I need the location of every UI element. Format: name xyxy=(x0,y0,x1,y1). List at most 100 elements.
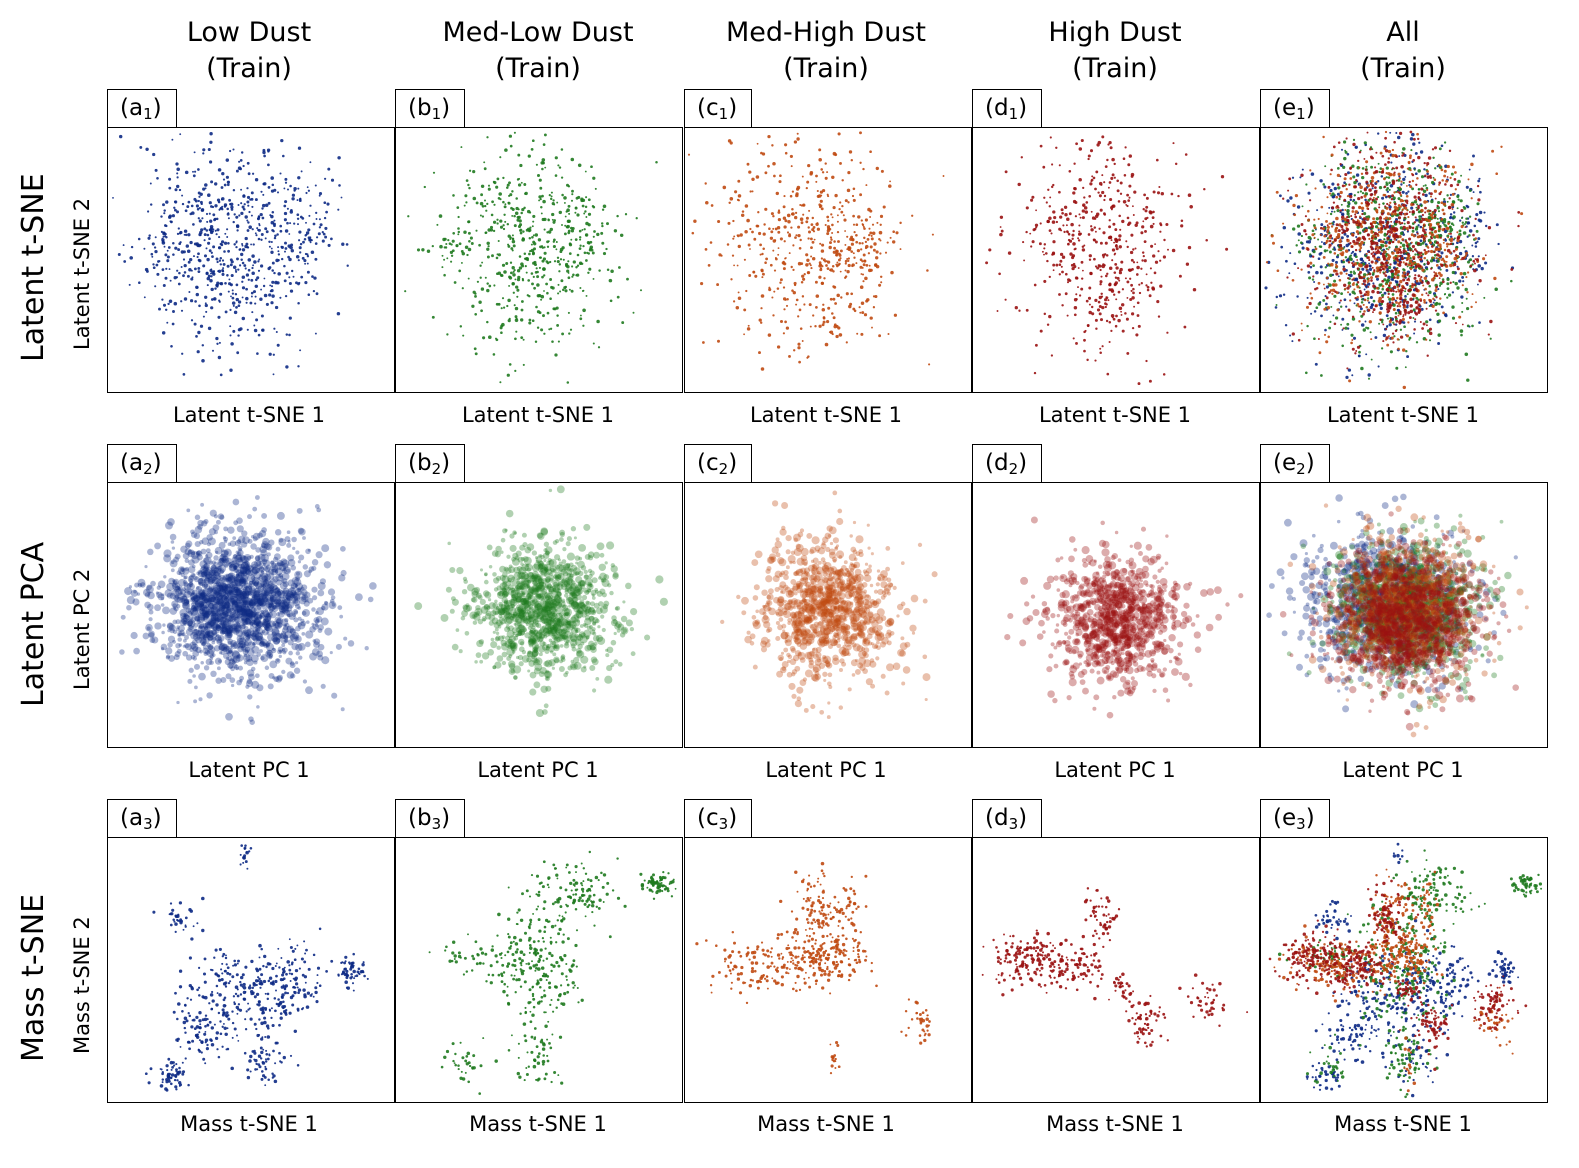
scatter-point xyxy=(297,527,305,534)
scatter-point xyxy=(1326,212,1329,215)
scatter-point xyxy=(1374,225,1379,229)
scatter-point xyxy=(566,224,570,229)
scatter-point xyxy=(846,270,850,274)
scatter-point xyxy=(1397,251,1400,254)
scatter-point xyxy=(472,170,476,174)
scatter-point xyxy=(1351,206,1355,210)
scatter-point xyxy=(1440,251,1444,255)
scatter-point xyxy=(1120,303,1125,307)
scatter-point xyxy=(1342,267,1346,272)
scatter-point xyxy=(215,636,223,644)
scatter-point xyxy=(1149,224,1154,229)
scatter-point xyxy=(1370,179,1374,183)
scatter-point xyxy=(1415,218,1418,222)
scatter-point xyxy=(1399,241,1403,245)
scatter-point xyxy=(1141,225,1145,229)
scatter-point xyxy=(1325,241,1328,245)
scatter-point xyxy=(1435,296,1438,299)
scatter-point xyxy=(1431,211,1435,215)
scatter-point xyxy=(1043,196,1046,199)
scatter-point xyxy=(1346,234,1350,238)
scatter-point xyxy=(1395,245,1398,248)
scatter-point xyxy=(1350,341,1353,345)
scatter-point xyxy=(551,202,555,206)
scatter-point xyxy=(1419,218,1422,221)
scatter-point xyxy=(1353,180,1357,185)
scatter-point xyxy=(1348,183,1351,186)
scatter-point xyxy=(1417,298,1420,301)
scatter-point xyxy=(1407,229,1409,232)
scatter-point xyxy=(173,206,176,209)
scatter-point xyxy=(1135,273,1139,276)
scatter-point xyxy=(205,247,208,250)
scatter-point xyxy=(1347,368,1352,372)
scatter-point xyxy=(1038,242,1042,246)
scatter-point xyxy=(639,289,643,292)
scatter-point xyxy=(1278,294,1283,298)
scatter-point xyxy=(870,234,873,237)
scatter-point xyxy=(291,593,296,598)
scatter-point xyxy=(1416,203,1419,206)
scatter-point xyxy=(790,226,793,229)
scatter-point xyxy=(1333,210,1336,213)
scatter-point xyxy=(557,292,560,295)
scatter-point xyxy=(534,263,537,267)
scatter-point xyxy=(1367,297,1370,300)
scatter-point xyxy=(311,622,315,626)
scatter-point xyxy=(1384,261,1388,265)
scatter-point xyxy=(1402,278,1406,282)
scatter-point xyxy=(1144,229,1147,233)
scatter-point xyxy=(1370,176,1375,180)
scatter-point xyxy=(1072,242,1076,246)
scatter-point xyxy=(828,245,832,250)
scatter-point xyxy=(1395,155,1399,159)
scatter-point xyxy=(1377,299,1382,303)
scatter-point xyxy=(1355,350,1358,352)
scatter-point xyxy=(1275,295,1279,299)
scatter-point xyxy=(860,301,865,306)
scatter-point xyxy=(213,555,219,561)
scatter-point xyxy=(543,133,547,137)
scatter-point xyxy=(1417,303,1421,307)
scatter-point xyxy=(176,596,183,604)
scatter-point xyxy=(187,233,191,237)
scatter-point xyxy=(1445,268,1449,272)
scatter-point xyxy=(1346,171,1351,175)
scatter-point xyxy=(1105,274,1108,278)
scatter-point xyxy=(1385,166,1389,170)
scatter-point xyxy=(569,328,573,331)
scatter-point xyxy=(1354,213,1357,216)
scatter-point xyxy=(309,161,312,164)
scatter-point xyxy=(1360,257,1364,261)
scatter-point xyxy=(1444,314,1448,318)
scatter-point xyxy=(230,295,232,298)
scatter-point xyxy=(1464,287,1468,292)
scatter-point xyxy=(795,303,798,306)
scatter-point xyxy=(581,204,585,208)
scatter-point xyxy=(270,250,274,254)
scatter-point xyxy=(1369,197,1372,201)
scatter-point xyxy=(851,264,854,268)
scatter-point xyxy=(244,215,248,219)
scatter-point xyxy=(1340,323,1343,326)
scatter-point xyxy=(769,236,774,240)
scatter-point xyxy=(579,314,582,317)
scatter-point xyxy=(478,243,481,247)
scatter-point xyxy=(1429,259,1434,263)
scatter-point xyxy=(1383,217,1386,220)
scatter-point xyxy=(1351,315,1355,319)
scatter-point xyxy=(192,223,195,226)
scatter-point xyxy=(1420,307,1424,311)
scatter-point xyxy=(1340,305,1343,308)
scatter-point xyxy=(306,262,309,265)
scatter-point xyxy=(1419,198,1422,202)
scatter-point xyxy=(1331,288,1336,293)
scatter-point xyxy=(251,564,257,570)
scatter-point xyxy=(1045,201,1048,204)
scatter-point xyxy=(1426,162,1430,166)
scatter-point xyxy=(211,270,215,274)
scatter-point xyxy=(502,227,506,231)
scatter-point xyxy=(1390,224,1393,227)
scatter-point xyxy=(772,214,775,218)
scatter-point xyxy=(1348,256,1353,261)
